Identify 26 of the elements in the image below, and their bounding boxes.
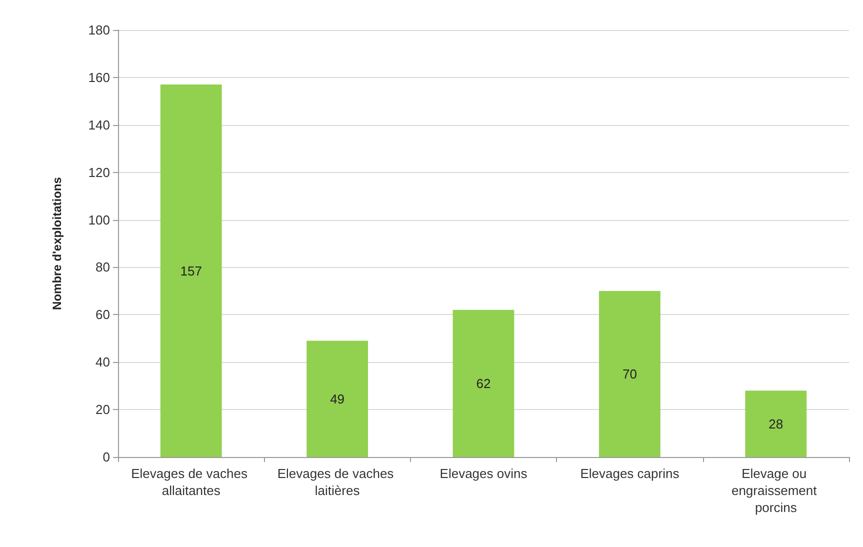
y-tick-label: 40 xyxy=(96,354,110,370)
y-tick-label: 180 xyxy=(88,22,110,38)
y-tick-label: 80 xyxy=(96,260,110,275)
x-tick-label: Elevages de vaches laitières xyxy=(277,466,398,498)
x-tick-label: Elevages caprins xyxy=(580,466,680,481)
y-tick-label: 140 xyxy=(88,117,110,132)
data-label: 49 xyxy=(330,391,345,406)
data-label: 70 xyxy=(622,366,637,382)
y-tick-label: 20 xyxy=(96,402,110,418)
y-tick-label: 100 xyxy=(88,212,110,228)
y-tick-label: 60 xyxy=(96,307,110,322)
y-tick-label: 0 xyxy=(102,450,110,464)
y-tick-label: 120 xyxy=(88,164,110,180)
data-label: 28 xyxy=(768,416,784,432)
bar xyxy=(160,84,222,457)
x-tick-label: Elevages de vaches allaitantes xyxy=(131,466,252,498)
y-tick-label: 160 xyxy=(88,70,110,85)
x-tick-label: Elevages ovins xyxy=(440,466,528,481)
x-tick-label: Elevage ou engraissement porcins xyxy=(731,466,820,515)
y-axis-title: Nombre d'exploitations xyxy=(50,176,64,310)
bar xyxy=(745,390,807,457)
bar xyxy=(306,340,368,457)
data-label: 62 xyxy=(476,376,491,391)
bar xyxy=(599,290,660,457)
bar xyxy=(452,310,514,457)
data-label: 157 xyxy=(180,263,202,278)
